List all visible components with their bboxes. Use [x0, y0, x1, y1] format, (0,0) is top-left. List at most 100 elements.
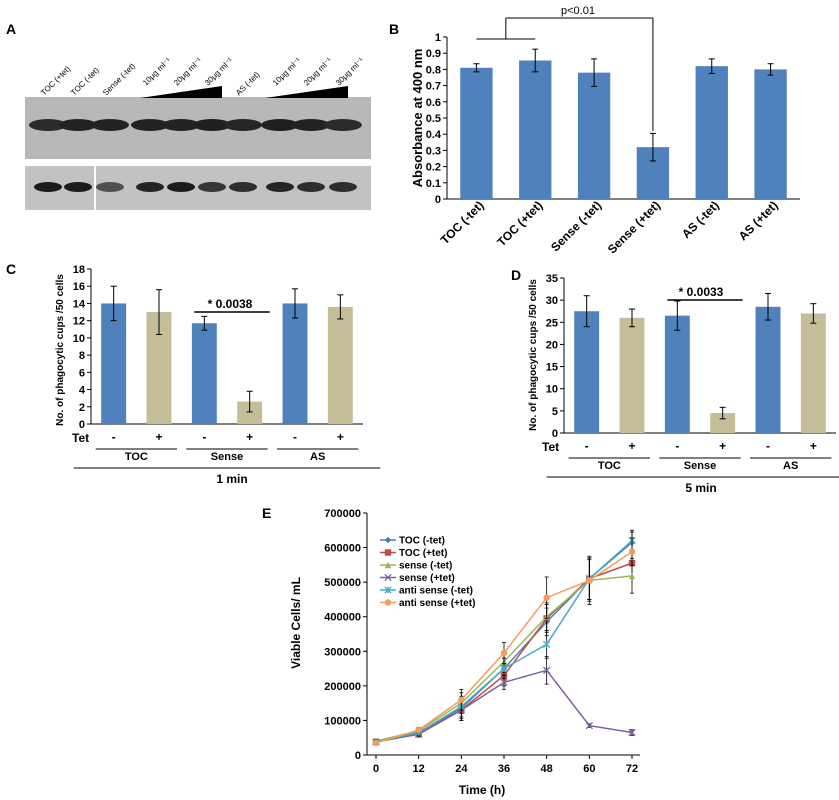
point-marker — [384, 536, 392, 544]
x-tick-label: 24 — [455, 763, 468, 775]
legend-entry: anti sense (+tet) — [399, 598, 475, 609]
y-tick-label: 1 — [435, 32, 441, 44]
y-tick-label: 30 — [546, 295, 558, 307]
y-tick-label: 0.9 — [426, 48, 441, 60]
y-tick-label: 0 — [79, 419, 85, 431]
bar — [755, 306, 781, 433]
chart-b: Absorbance at 400 nm p<0.01 0 0.1 0.2 0.3 0.… — [410, 5, 800, 256]
blot-top-band — [193, 119, 231, 131]
chart-e-ylabel: Viable Cells/ mL — [289, 577, 303, 669]
point-marker — [415, 726, 422, 734]
x-tick-label: 0 — [373, 763, 379, 775]
x-tick-label: Sense (-tet) — [548, 198, 604, 254]
y-tick-label: 500000 — [324, 577, 361, 589]
x-tick-label: AS (-tet) — [679, 198, 722, 241]
blot-lane-label: 20μg ml⁻¹ — [172, 56, 204, 88]
y-tick-label: 0 — [355, 750, 361, 762]
panel-letter-e: E — [262, 505, 271, 521]
chart-c-tet-label: Tet — [72, 431, 89, 445]
gradient-wedge-1 — [140, 86, 222, 98]
chart-c-ylabel: No. of phagocytic cups /50 cells — [55, 274, 66, 426]
blot-bottom-band — [198, 182, 226, 192]
y-tick-label: 10 — [73, 333, 85, 345]
blot-top-band — [292, 119, 330, 131]
point-marker — [628, 548, 636, 555]
bar — [282, 303, 308, 424]
chart-d-ylabel: No. of phagocytic cups /50 cells — [528, 279, 539, 431]
bar — [695, 66, 728, 199]
blot-lane-label: 20μg ml⁻¹ — [302, 56, 334, 88]
point-marker — [586, 577, 593, 584]
bar — [800, 313, 826, 433]
blot-lane-label: TOC (+tet) — [39, 64, 72, 97]
bar — [327, 306, 353, 424]
blot-bottom-band — [167, 182, 195, 192]
y-tick-label: 0 — [552, 428, 558, 440]
legend-entry: sense (-tet) — [399, 561, 452, 572]
point-marker — [543, 594, 550, 601]
blot-bottom-band — [136, 182, 164, 192]
y-tick-label: 14 — [73, 298, 86, 310]
point-marker — [384, 549, 392, 556]
chart-c-annotation: * 0.0038 — [208, 297, 253, 311]
blot-top-band — [91, 119, 129, 131]
point-marker — [384, 561, 392, 569]
chart-b-annotation: p<0.01 — [561, 5, 595, 17]
y-tick-label: 700000 — [324, 508, 361, 520]
tet-sign: - — [766, 439, 770, 453]
chart-c-time: 1 min — [216, 472, 247, 486]
y-tick-label: 0.6 — [426, 97, 441, 109]
point-marker — [585, 721, 593, 730]
chart-c: No. of phagocytic cups /50 cells * 0.003… — [55, 264, 381, 486]
tet-sign: + — [246, 430, 253, 444]
legend-entry: sense (+tet) — [399, 573, 455, 584]
y-tick-label: 5 — [552, 406, 558, 418]
group-label: AS — [310, 451, 325, 463]
y-tick-label: 400000 — [324, 612, 361, 624]
y-tick-label: 0.8 — [426, 64, 441, 76]
blot-top-band — [131, 119, 169, 131]
bar — [191, 323, 217, 424]
y-tick-label: 2 — [79, 402, 85, 414]
chart-e-xlabel: Time (h) — [459, 783, 505, 797]
y-tick-label: 100000 — [324, 715, 361, 727]
tet-sign: + — [810, 439, 817, 453]
tet-sign: - — [293, 430, 297, 444]
y-tick-label: 200000 — [324, 681, 361, 693]
blot-bottom-band — [266, 182, 294, 192]
blot-lane-label: 10μg ml⁻¹ — [141, 56, 173, 88]
y-tick-label: 600000 — [324, 543, 361, 555]
y-tick-label: 0.7 — [426, 81, 441, 93]
y-tick-label: 300000 — [324, 646, 361, 658]
y-tick-label: 15 — [546, 362, 558, 374]
y-tick-label: 8 — [79, 350, 85, 362]
panel-letter-c: C — [6, 261, 16, 277]
point-marker — [543, 666, 551, 674]
chart-b-ylabel: Absorbance at 400 nm — [410, 49, 425, 188]
group-label: Sense — [684, 460, 716, 472]
point-marker — [628, 728, 636, 737]
chart-d-time: 5 min — [685, 481, 716, 495]
blot-lane-label: 30μg ml⁻¹ — [334, 56, 366, 88]
group-label: TOC — [125, 451, 148, 463]
x-tick-label: 60 — [583, 763, 595, 775]
y-tick-label: 6 — [79, 367, 85, 379]
group-label: TOC — [598, 460, 621, 472]
y-tick-label: 0.4 — [426, 129, 442, 141]
point-marker — [500, 678, 508, 687]
point-marker — [384, 599, 392, 606]
blot-top-band — [59, 119, 97, 131]
tet-sign: - — [202, 430, 206, 444]
blot-lane-label: 10μg ml⁻¹ — [271, 56, 303, 88]
tet-sign: + — [628, 439, 635, 453]
blot-top-band — [324, 119, 362, 131]
chart-e: Viable Cells/ mL Time (h) 0 100000 200000 3… — [289, 508, 640, 797]
y-tick-label: 0.3 — [426, 145, 441, 157]
blot-bottom-band — [297, 182, 325, 192]
y-tick-label: 0 — [435, 194, 441, 206]
tet-sign: + — [155, 430, 162, 444]
group-label: Sense — [211, 451, 243, 463]
y-tick-label: 16 — [73, 281, 85, 293]
western-blot: TOC (+tet)TOC (-tet) Sense (-tet) 10μg ml⁻… — [25, 56, 371, 210]
